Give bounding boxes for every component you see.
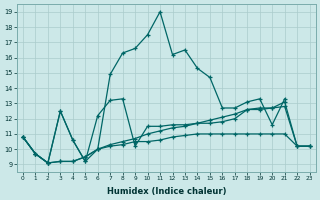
X-axis label: Humidex (Indice chaleur): Humidex (Indice chaleur) [107, 187, 226, 196]
